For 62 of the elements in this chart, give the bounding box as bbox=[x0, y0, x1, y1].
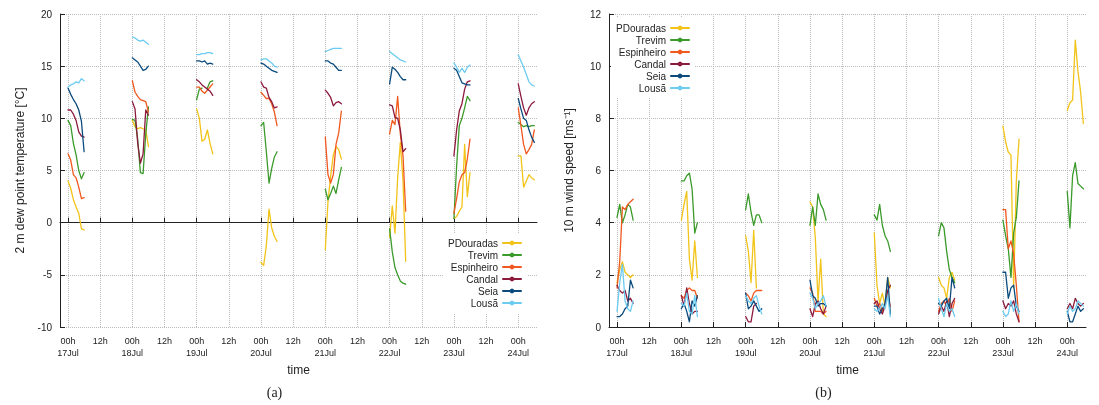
legend-label: Lousã bbox=[638, 82, 667, 94]
legend-label: Candal bbox=[466, 273, 498, 285]
x-tick-label: 00h 20Jul bbox=[250, 336, 272, 358]
x-tick-label: 12h bbox=[285, 336, 301, 346]
x-tick-label: 00h 24Jul bbox=[507, 336, 529, 358]
y-tick-label: 12 bbox=[589, 8, 602, 20]
y-tick-label: 0 bbox=[46, 217, 53, 229]
x-tick-label: 00h 20Jul bbox=[799, 336, 821, 358]
y-tick-label: 10 bbox=[589, 60, 602, 72]
legend-label: Trevim bbox=[467, 249, 498, 261]
x-tick-label: 00h 24Jul bbox=[1056, 336, 1078, 358]
legend-label: Seia bbox=[646, 70, 667, 82]
legend-label: Candal bbox=[634, 58, 667, 70]
x-tick-label: 12h bbox=[641, 336, 657, 346]
x-tick-label: 00h 19Jul bbox=[185, 336, 208, 358]
x-tick-label: 12h bbox=[898, 336, 914, 346]
y-tick-label: 15 bbox=[40, 60, 53, 72]
y-tick-label: 20 bbox=[40, 8, 53, 20]
y-tick-label: 6 bbox=[595, 165, 602, 176]
x-tick-label: 00h 17Jul bbox=[606, 336, 628, 358]
x-tick-label: 00h 22Jul bbox=[927, 336, 950, 358]
x-tick-label: 00h 19Jul bbox=[734, 336, 757, 358]
y-tick-label: -10 bbox=[37, 321, 53, 333]
y-axis-title: 10 m wind speed [ms⁻¹] bbox=[562, 108, 576, 233]
legend-label: Trevim bbox=[635, 34, 667, 46]
y-tick-label: -5 bbox=[43, 269, 53, 281]
legend-label: PDouradas bbox=[447, 237, 498, 249]
x-tick-label: 12h bbox=[349, 336, 365, 346]
x-tick-label: 00h 23Jul bbox=[992, 336, 1014, 358]
legend-label: Lousã bbox=[470, 297, 499, 309]
y-tick-label: 0 bbox=[595, 321, 602, 333]
legend-label: Espinheiro bbox=[450, 261, 499, 273]
y-tick-label: 5 bbox=[46, 165, 53, 176]
y-axis-title: 2 m dew point temperature [°C] bbox=[13, 87, 27, 254]
x-tick-label: 12h bbox=[157, 336, 173, 346]
text: (b) bbox=[815, 384, 832, 401]
x-axis-title: time bbox=[836, 362, 860, 377]
x-tick-label: 00h 23Jul bbox=[443, 336, 465, 358]
x-tick-label: 12h bbox=[770, 336, 786, 346]
x-tick-label: 12h bbox=[706, 336, 722, 346]
x-tick-label: 00h 17Jul bbox=[57, 336, 79, 358]
x-tick-label: 12h bbox=[92, 336, 108, 346]
x-tick-label: 12h bbox=[221, 336, 237, 346]
y-tick-label: 2 bbox=[595, 269, 602, 281]
x-tick-label: 12h bbox=[414, 336, 430, 346]
x-tick-label: 00h 21Jul bbox=[863, 336, 886, 358]
x-tick-label: 12h bbox=[1027, 336, 1043, 346]
x-tick-label: 12h bbox=[834, 336, 850, 346]
x-tick-label: 00h 18Jul bbox=[121, 336, 144, 358]
x-tick-label: 12h bbox=[478, 336, 494, 346]
x-tick-label: 00h 18Jul bbox=[670, 336, 693, 358]
y-tick-label: 8 bbox=[595, 112, 602, 124]
y-tick-label: 4 bbox=[595, 217, 602, 229]
x-tick-label: 00h 21Jul bbox=[314, 336, 337, 358]
legend-label: PDouradas bbox=[616, 22, 667, 34]
y-tick-label: 10 bbox=[40, 112, 53, 124]
x-tick-label: 00h 22Jul bbox=[378, 336, 401, 358]
legend-label: Seia bbox=[477, 285, 499, 297]
x-tick-label: 12h bbox=[963, 336, 979, 346]
legend-label: Espinheiro bbox=[618, 46, 667, 58]
text: (a) bbox=[266, 384, 283, 401]
x-axis-title: time bbox=[287, 362, 311, 377]
